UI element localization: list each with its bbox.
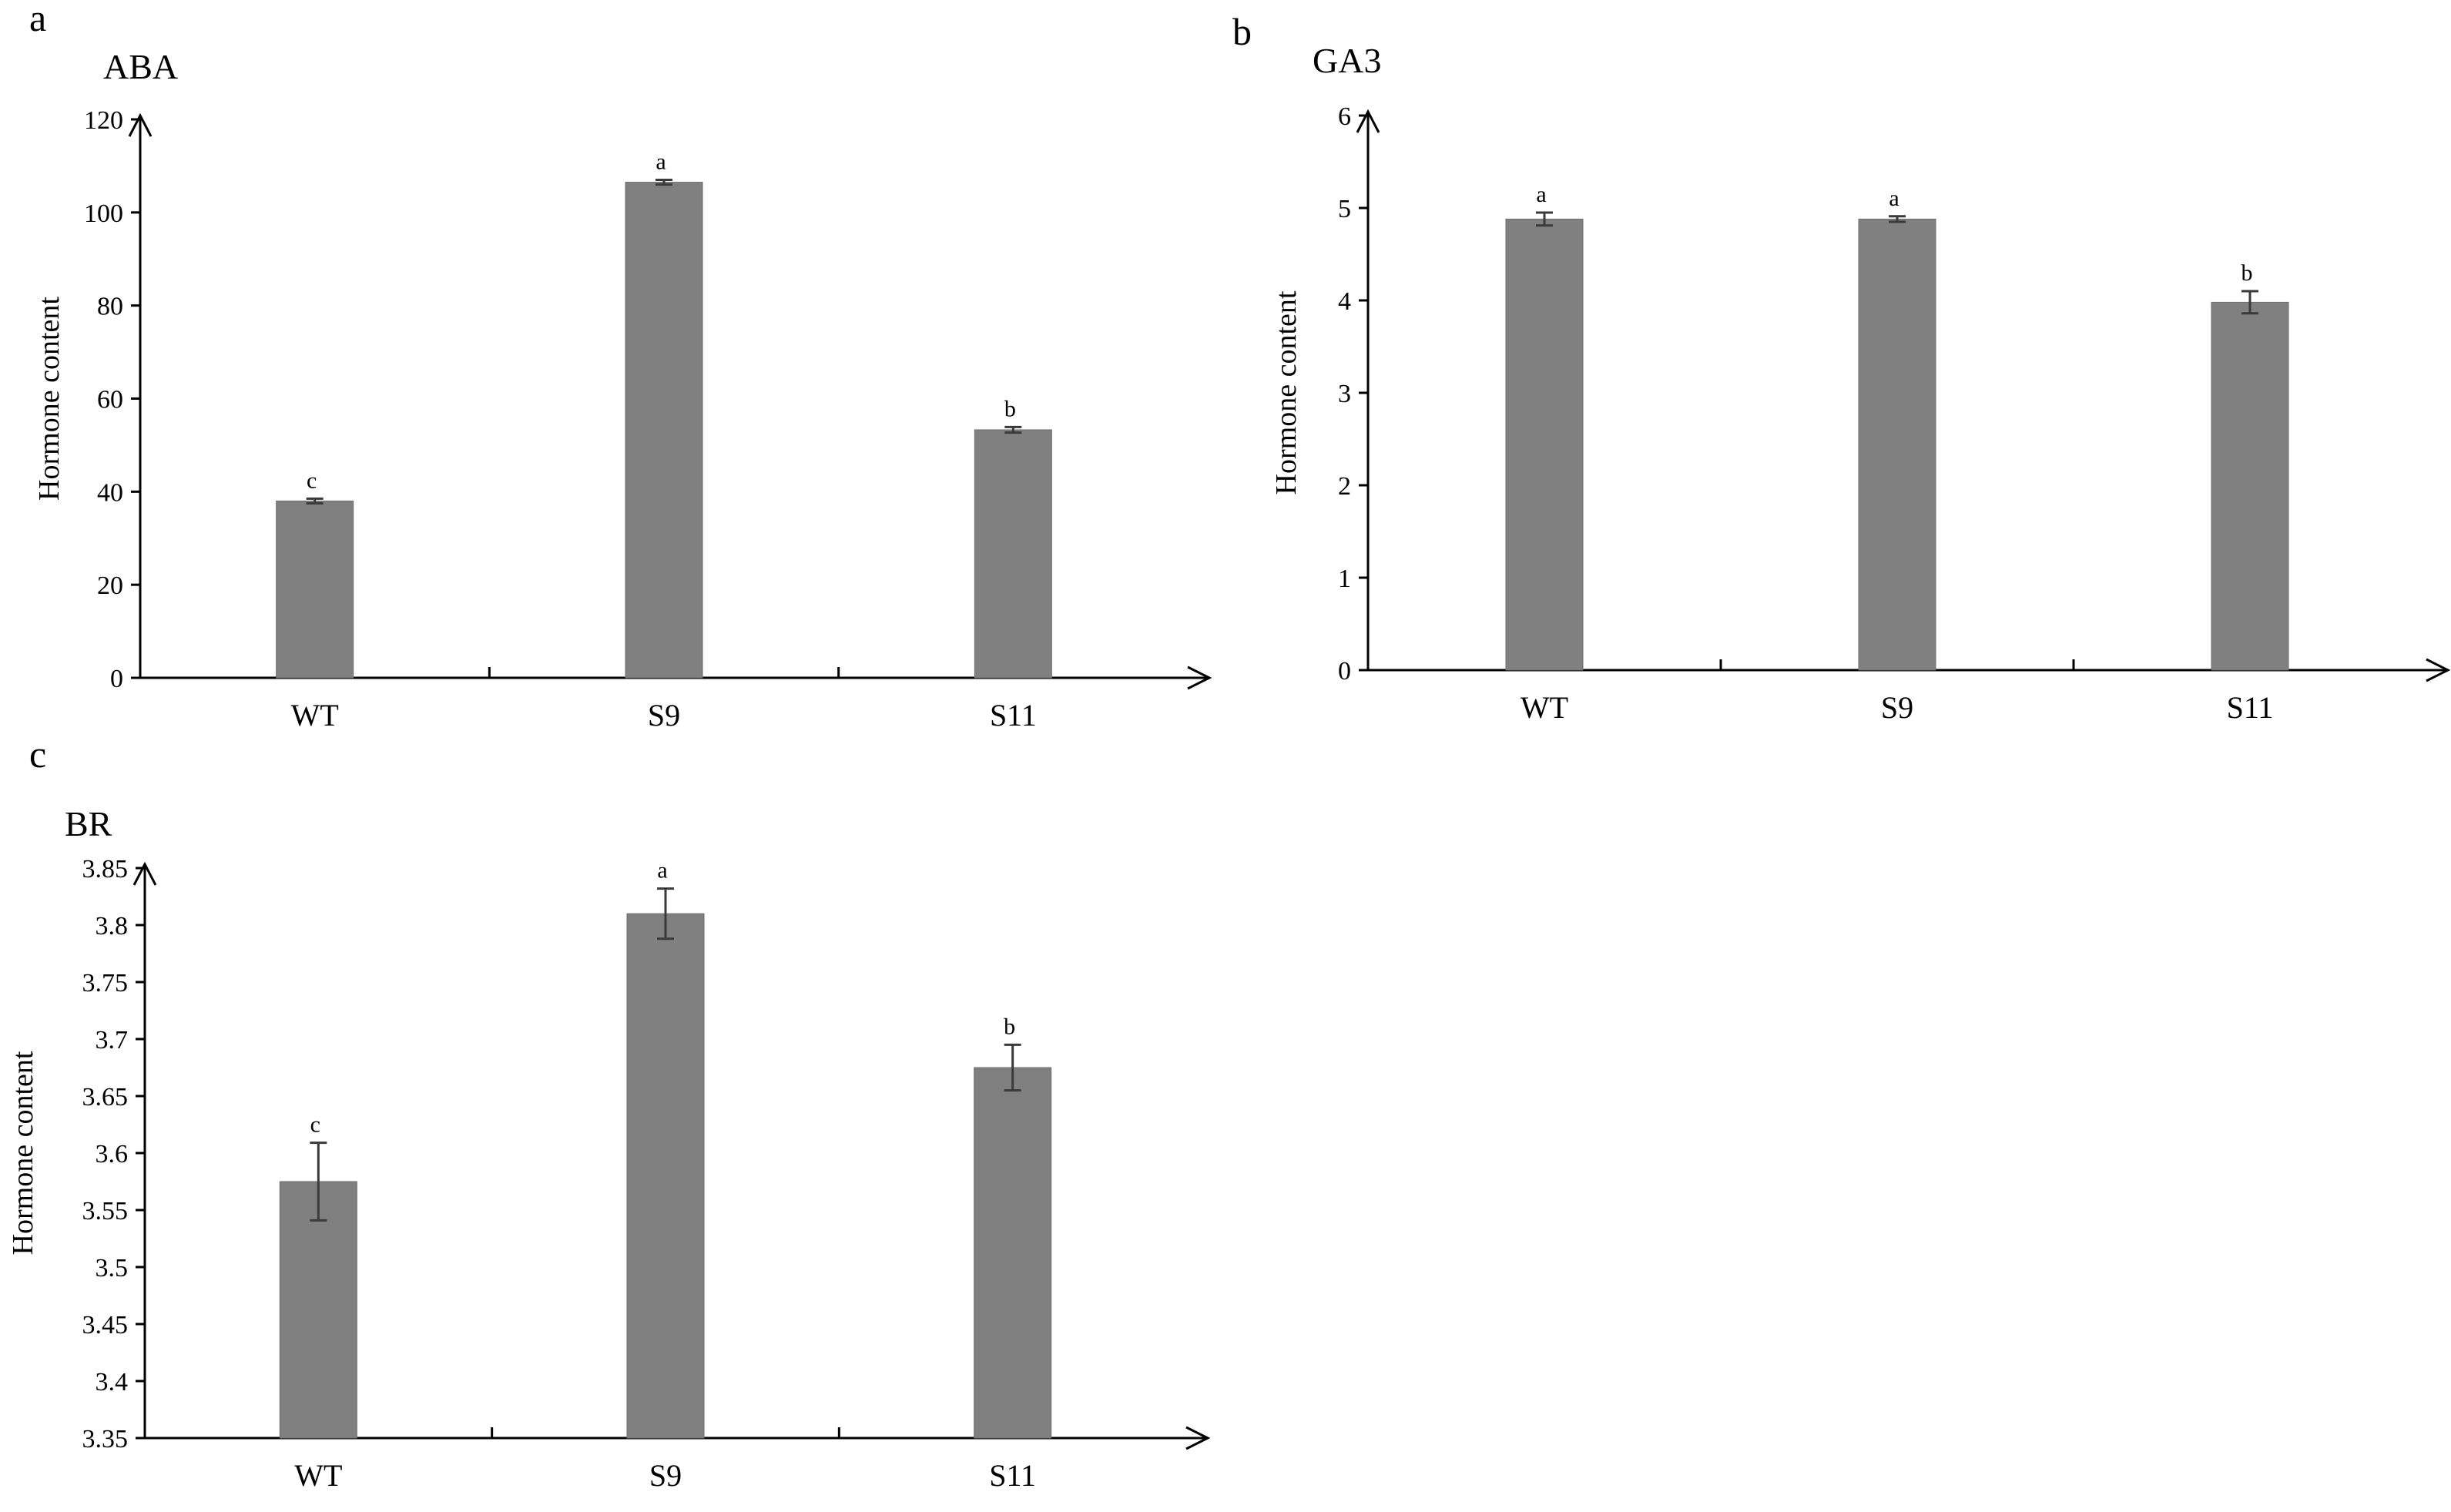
x-axis-arrow: [2426, 658, 2451, 682]
y-tick-label: 3.45: [82, 1311, 129, 1339]
chart-title: BR: [65, 804, 112, 843]
bar: [279, 1181, 357, 1439]
y-tick-label: 3.7: [96, 1026, 129, 1054]
significance-label: a: [657, 858, 667, 883]
x-tick-label: S11: [990, 698, 1037, 733]
x-tick-label: WT: [1521, 690, 1568, 725]
panel-b: b GA3 Hormone content 0 1 2 3 4 5 6 a WT a S9 b S11: [1232, 10, 2451, 725]
y-tick-label: 100: [84, 199, 123, 228]
panel-letter: c: [29, 733, 46, 776]
bar: [276, 500, 354, 679]
y-axis-arrow: [132, 861, 157, 886]
y-axis-arrow: [1356, 109, 1380, 133]
y-axis-arrow: [128, 112, 153, 137]
y-tick-label: 2: [1338, 472, 1351, 501]
x-tick-label: S11: [2227, 690, 2274, 725]
significance-label: a: [1536, 182, 1546, 207]
y-axis-label: Hormone content: [33, 297, 65, 501]
y-tick-label: 0: [110, 665, 123, 693]
y-tick-label: 5: [1338, 195, 1351, 223]
y-tick-label: 120: [84, 106, 123, 135]
y-axis-label: Hormone content: [1270, 290, 1303, 495]
bar: [1858, 218, 1936, 671]
x-axis-arrow: [1185, 1426, 1211, 1450]
y-tick-label: 6: [1338, 102, 1351, 131]
panel-letter: a: [29, 0, 46, 39]
significance-label: b: [1004, 1014, 1015, 1039]
y-tick-label: 3.35: [82, 1425, 129, 1453]
y-tick-label: 0: [1338, 657, 1351, 686]
y-tick-label: 3.65: [82, 1083, 129, 1111]
chart-title: ABA: [103, 47, 178, 86]
significance-label: b: [1004, 396, 1016, 421]
significance-label: b: [2241, 260, 2253, 286]
panel-c: c BR Hormone content 3.35 3.4 3.45 3.5 3.55 3.6 3…: [7, 733, 1211, 1493]
y-tick-label: 80: [97, 293, 123, 321]
y-tick-label: 3.55: [82, 1197, 129, 1225]
y-tick-label: 3.8: [96, 912, 129, 940]
y-tick-label: 3: [1338, 380, 1351, 408]
y-tick-label: 3.5: [96, 1254, 129, 1282]
significance-label: a: [1889, 186, 1899, 211]
x-tick-label: S9: [649, 1458, 682, 1493]
bar: [974, 429, 1052, 679]
y-tick-label: 3.75: [82, 969, 129, 997]
bar: [2211, 301, 2289, 671]
chart-title: GA3: [1313, 41, 1381, 80]
y-tick-label: 3.4: [96, 1368, 129, 1396]
significance-label: c: [307, 468, 317, 493]
panel-a: a ABA Hormone content 0 20 40 60 80 100 120 c WT a S9…: [29, 0, 1212, 733]
y-tick-label: 1: [1338, 565, 1351, 593]
bar: [626, 913, 705, 1439]
x-tick-label: S11: [989, 1458, 1036, 1493]
y-tick-label: 20: [97, 572, 123, 600]
bar: [974, 1067, 1052, 1439]
y-axis-label: Hormone content: [7, 1051, 39, 1255]
x-axis-arrow: [1187, 665, 1212, 690]
x-tick-label: S9: [1881, 690, 1913, 725]
y-tick-label: 60: [97, 386, 123, 414]
significance-label: a: [656, 149, 666, 175]
y-tick-label: 40: [97, 478, 123, 507]
significance-label: c: [310, 1112, 320, 1138]
y-tick-label: 3.6: [96, 1140, 129, 1168]
x-tick-label: S9: [648, 698, 680, 733]
y-tick-label: 4: [1338, 287, 1351, 316]
bar: [625, 182, 703, 679]
y-tick-label: 3.85: [82, 855, 129, 883]
panel-letter: b: [1232, 10, 1252, 53]
x-tick-label: WT: [291, 698, 339, 733]
x-tick-label: WT: [294, 1458, 342, 1493]
bar: [1505, 218, 1584, 671]
